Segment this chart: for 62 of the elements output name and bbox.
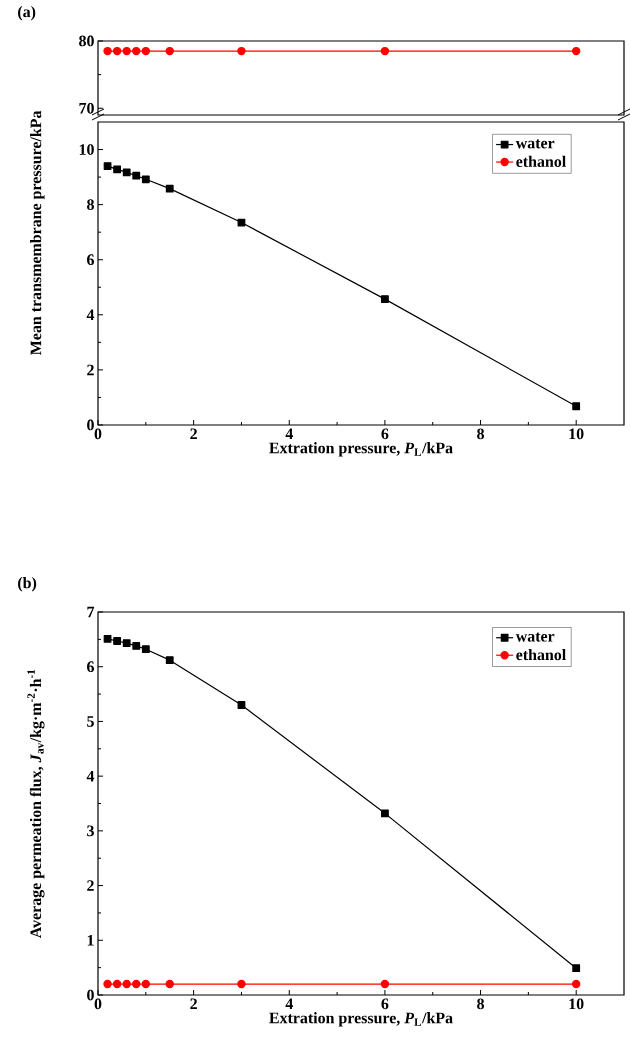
point — [237, 701, 246, 709]
point — [141, 979, 151, 989]
point — [132, 642, 141, 650]
x-tick-label: 10 — [569, 998, 584, 1010]
y-axis-title: Mean transmembrane pressure/kPa — [30, 110, 45, 355]
point — [165, 656, 174, 665]
point — [112, 979, 122, 989]
x-tick-label: 2 — [190, 428, 197, 440]
point — [572, 402, 581, 411]
point — [165, 184, 174, 193]
point — [165, 979, 174, 989]
y-tick-label: 2 — [87, 880, 94, 891]
point — [132, 171, 141, 180]
point — [122, 168, 131, 177]
legend-label: water — [515, 632, 555, 642]
point — [380, 979, 390, 989]
point — [122, 639, 131, 648]
y-tick-label: 7 — [87, 606, 95, 618]
y-axis-title: Average permeation flux, J$_{av}$/kg·m$^{-2}$·h$^{-1}$ — [27, 669, 45, 939]
point — [141, 175, 150, 184]
x-tick-label: 8 — [477, 998, 484, 1010]
point — [141, 645, 150, 654]
x-tick-label: 8 — [477, 428, 484, 440]
point — [571, 979, 581, 989]
point — [113, 165, 122, 174]
y-tick-label: 0 — [87, 989, 94, 1001]
chart-title: (a) — [18, 5, 36, 21]
x-tick-label: 6 — [381, 428, 389, 440]
x-tick-label: 4 — [285, 998, 293, 1010]
x-tick-label: 4 — [285, 428, 293, 439]
point — [122, 979, 131, 989]
point — [237, 979, 246, 989]
y-tick-label: 1 — [87, 935, 94, 946]
chart-title: (b) — [18, 576, 37, 592]
x-axis-title: Extration pressure, P$_{L}$/kPa — [269, 442, 453, 457]
y-tick-label: 80 — [79, 35, 94, 47]
legend-label: ethanol — [516, 648, 566, 661]
y-tick-label: 4 — [86, 770, 95, 782]
x-tick-label: 2 — [190, 998, 197, 1010]
y-tick-label: 8 — [87, 199, 94, 211]
legend-label: ethanol — [516, 155, 566, 167]
y-tick-label: 2 — [87, 364, 94, 376]
y-tick-label: 70 — [79, 102, 94, 114]
y-tick-label: 4 — [86, 309, 95, 321]
y-tick-label: 6 — [87, 661, 95, 673]
point — [103, 162, 112, 170]
x-tick-label: 10 — [569, 428, 584, 440]
y-tick-label: 10 — [79, 144, 94, 155]
x-tick-label: 6 — [381, 998, 389, 1010]
y-tick-label: 0 — [87, 419, 94, 431]
point — [132, 979, 141, 989]
y-tick-label: 6 — [87, 254, 95, 266]
point — [572, 964, 581, 973]
point — [381, 809, 389, 818]
legend-label: water — [515, 139, 555, 149]
y-tick-label: 3 — [87, 825, 94, 837]
y-tick-label: 5 — [87, 716, 94, 727]
point — [103, 634, 112, 643]
point — [381, 295, 389, 304]
point — [113, 637, 122, 645]
point — [103, 979, 112, 989]
x-axis-title: Extration pressure, P$_{L}$/kPa — [269, 1012, 453, 1027]
